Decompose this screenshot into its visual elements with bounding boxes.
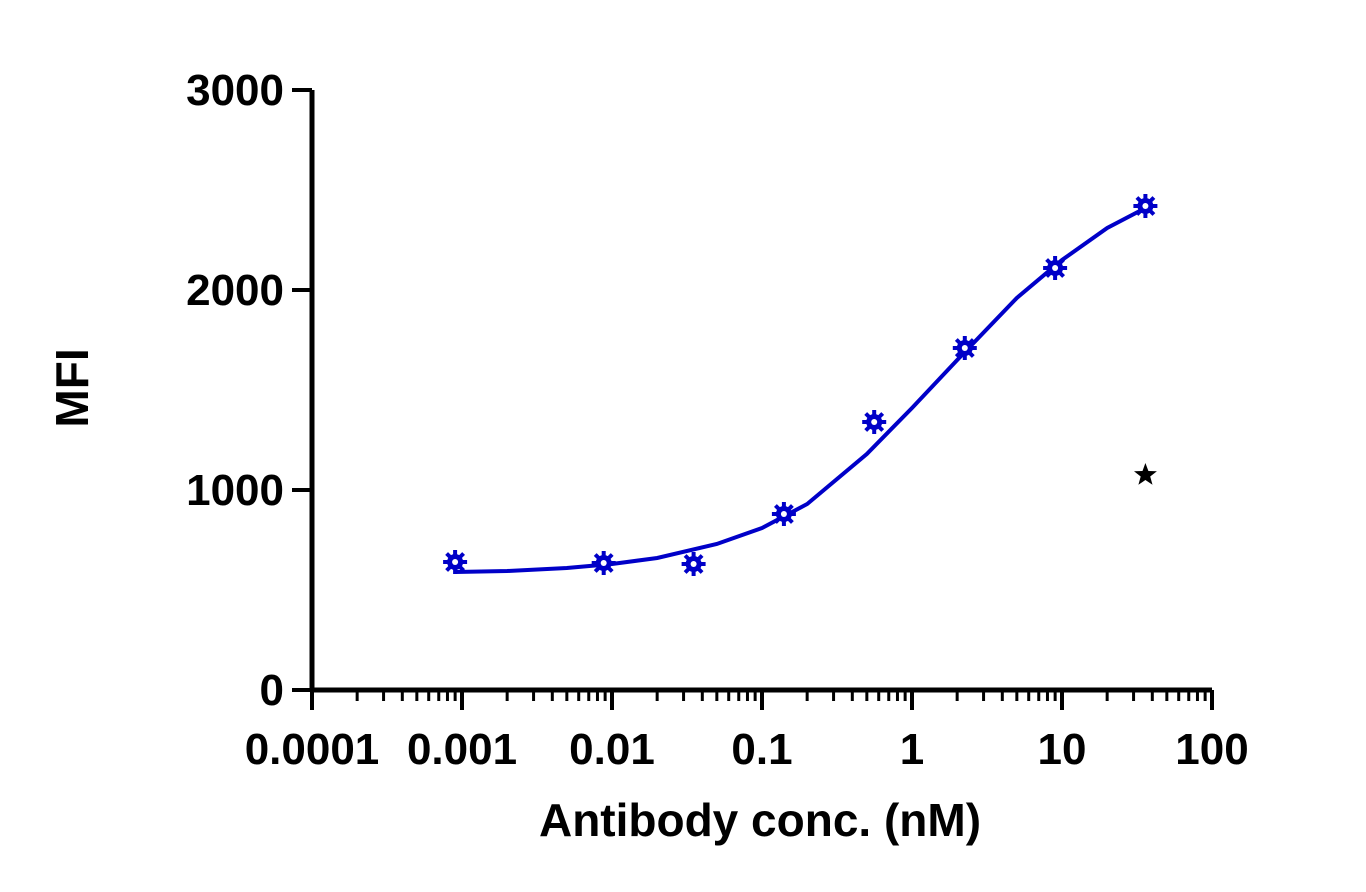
y-tick-label: 0 [260,666,284,715]
data-point [952,336,977,360]
x-tick-label: 10 [1038,725,1087,774]
x-tick-label: 100 [1175,725,1248,774]
fit-curve [455,206,1147,574]
data-point [771,502,796,526]
data-point [591,551,616,575]
x-axis-title: Antibody conc. (nM) [539,794,981,846]
y-tick-label: 1000 [186,466,284,515]
data-point [862,410,887,434]
y-axis-title: MFI [46,348,98,427]
y-tick-label: 2000 [186,266,284,315]
x-tick-label: 0.001 [407,725,517,774]
x-tick-label: 1 [900,725,924,774]
data-point [443,550,468,574]
y-tick-label: 3000 [186,66,284,115]
y-axis: 0 1000 2000 3000 [186,66,315,715]
data-point [681,552,706,576]
x-tick-label: 0.1 [731,725,792,774]
data-point [1043,256,1068,280]
plot-area [443,194,1158,576]
x-tick-label: 0.01 [569,725,655,774]
x-tick-label: 0.0001 [245,725,380,774]
data-point [1133,194,1158,218]
x-axis: 0.0001 0.001 0.01 0.1 1 10 100 [245,687,1249,774]
star-marker [1134,463,1157,485]
